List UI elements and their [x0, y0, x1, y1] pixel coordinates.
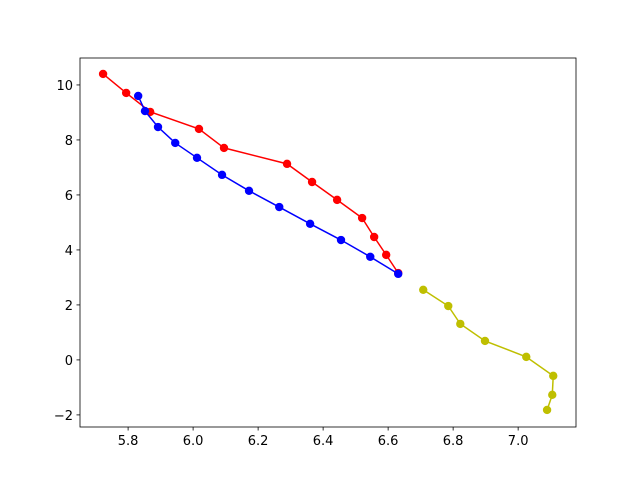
data-point [153, 122, 163, 132]
data-point [522, 352, 531, 362]
y-tick-label: 10 [56, 79, 73, 94]
x-tick-label: 6.2 [248, 434, 269, 449]
data-point [444, 301, 453, 311]
y-tick-label: 0 [65, 354, 73, 369]
x-tick-label: 6.4 [313, 434, 334, 449]
plot-frame [79, 57, 577, 428]
data-point [98, 69, 108, 79]
data-point [192, 153, 202, 163]
data-point [542, 405, 552, 415]
data-point [140, 106, 150, 116]
data-point [357, 213, 367, 223]
data-point [381, 250, 391, 260]
y-tick-label: −2 [54, 409, 73, 424]
data-point [282, 159, 292, 169]
x-tick-label: 7.0 [508, 434, 529, 449]
data-point [394, 269, 403, 279]
data-point [307, 177, 317, 187]
data-point [366, 252, 375, 261]
x-tick-label: 5.8 [118, 434, 139, 449]
data-point [194, 124, 204, 134]
x-tick-label: 6.6 [378, 434, 399, 449]
data-point [456, 319, 465, 329]
data-point [549, 371, 558, 381]
series-line [102, 73, 399, 274]
data-point [244, 186, 254, 196]
series-line [422, 289, 555, 411]
data-point [219, 143, 229, 153]
data-point [548, 390, 557, 400]
data-point [305, 219, 315, 229]
series-line [137, 95, 399, 275]
y-tick-label: 2 [65, 299, 73, 314]
data-point [217, 170, 227, 180]
data-point [133, 91, 143, 101]
data-point [480, 336, 490, 346]
y-tick-label: 6 [65, 189, 73, 204]
data-point [336, 235, 346, 245]
data-point [275, 202, 284, 212]
data-point [369, 232, 379, 242]
y-tick-label: 4 [65, 244, 73, 259]
y-tick-label: 8 [65, 134, 73, 149]
data-point [419, 285, 428, 294]
x-tick-label: 6.8 [443, 434, 464, 449]
x-tick-label: 6.0 [183, 434, 204, 449]
data-point [171, 138, 180, 148]
data-point [332, 195, 342, 205]
data-point [121, 88, 131, 98]
